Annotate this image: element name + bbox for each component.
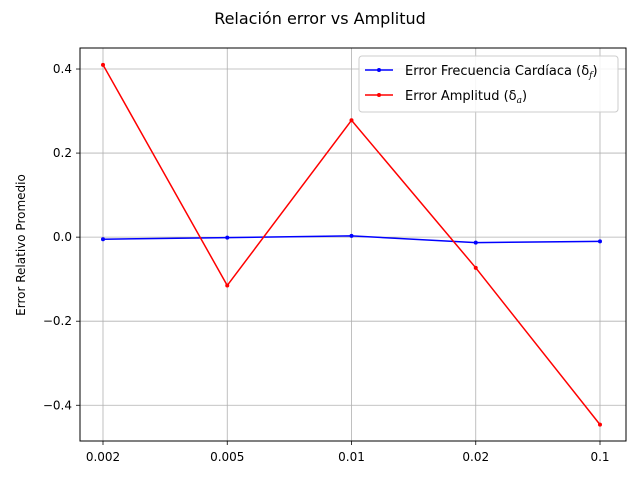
data-point bbox=[101, 237, 105, 242]
y-tick-label: −0.2 bbox=[43, 314, 72, 328]
legend-box bbox=[358, 55, 619, 113]
y-tick-label: −0.4 bbox=[43, 398, 72, 412]
chart-title: Relación error vs Amplitud bbox=[214, 9, 426, 28]
legend-marker bbox=[377, 93, 381, 97]
data-point bbox=[349, 118, 354, 123]
x-tick-label: 0.002 bbox=[86, 450, 120, 464]
legend: Error Frecuencia Cardíaca (δf) Error Ampl… bbox=[358, 55, 619, 113]
axis-ticks: 0.002 0.005 0.01 0.02 0.1 −0.4 −0.2 0.0 0.2 0.4 bbox=[43, 62, 610, 464]
x-tick-label: 0.005 bbox=[210, 450, 244, 464]
data-point bbox=[598, 239, 602, 244]
y-tick-label: 0.4 bbox=[53, 62, 72, 76]
data-point bbox=[225, 235, 230, 240]
data-point bbox=[101, 62, 105, 67]
data-point bbox=[473, 240, 478, 245]
series-group bbox=[101, 62, 602, 427]
x-tick-label: 0.01 bbox=[338, 450, 365, 464]
y-axis-label: Error Relativo Promedio bbox=[14, 174, 28, 316]
legend-label: Error Frecuencia Cardíaca (δf) bbox=[405, 64, 598, 81]
x-tick-label: 0.1 bbox=[590, 450, 609, 464]
data-point bbox=[349, 233, 354, 238]
legend-label: Error Amplitud (δa) bbox=[405, 89, 527, 106]
data-point bbox=[598, 422, 602, 427]
plot-frame bbox=[79, 47, 627, 442]
y-tick-label: 0.0 bbox=[53, 230, 72, 244]
legend-marker bbox=[377, 68, 381, 72]
data-point bbox=[225, 283, 230, 288]
x-tick-label: 0.02 bbox=[462, 450, 489, 464]
data-point bbox=[473, 265, 478, 270]
y-tick-label: 0.2 bbox=[53, 146, 72, 160]
series-0 bbox=[101, 233, 602, 245]
series-1 bbox=[101, 62, 602, 427]
